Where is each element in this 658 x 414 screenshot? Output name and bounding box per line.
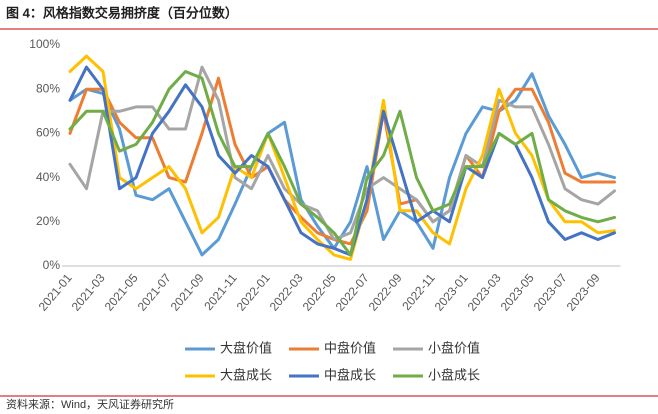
x-tick-label: 2022-11 [399, 271, 438, 313]
x-tick-label: 2021-05 [102, 271, 141, 314]
series-line [68, 54, 616, 261]
x-tick-label: 2022-01 [234, 271, 273, 314]
x-tick-label: 2023-05 [498, 271, 537, 314]
chart-title: 图 4：风格指数交易拥挤度（百分位数） [6, 5, 238, 20]
x-tick-label: 2022-05 [300, 271, 339, 314]
x-tick-label: 2022-03 [267, 271, 306, 314]
x-tick-label: 2021-09 [168, 271, 207, 314]
legend-label: 中盘价值 [324, 340, 376, 355]
y-tick-label: 20% [36, 214, 60, 228]
series-line [68, 72, 616, 257]
x-tick-label: 2022-07 [333, 271, 372, 314]
y-tick-label: 0% [43, 258, 61, 272]
x-tick-label: 2021-07 [135, 271, 174, 314]
x-tick-label: 2021-01 [36, 271, 75, 314]
x-tick-label: 2023-03 [465, 271, 504, 314]
x-tick-label: 2023-07 [531, 271, 570, 314]
series-line [68, 65, 616, 241]
legend-label: 中盘成长 [324, 367, 376, 382]
y-tick-label: 80% [36, 81, 60, 95]
legend-label: 小盘成长 [428, 367, 480, 382]
x-tick-label: 2021-11 [201, 271, 240, 313]
source: 资料来源：Wind，天风证券研究所 [6, 397, 174, 411]
y-tick-label: 100% [29, 37, 60, 51]
series-line [68, 70, 616, 257]
legend-label: 大盘成长 [220, 367, 272, 382]
x-tick-label: 2023-01 [432, 271, 471, 314]
legend-label: 小盘价值 [428, 340, 480, 355]
y-tick-label: 60% [36, 126, 60, 140]
x-tick-label: 2021-03 [69, 271, 108, 314]
y-tick-label: 40% [36, 170, 60, 184]
x-tick-label: 2022-09 [366, 271, 405, 314]
legend-label: 大盘价值 [220, 340, 272, 355]
series-line [68, 65, 616, 257]
x-tick-label: 2023-09 [564, 271, 603, 314]
